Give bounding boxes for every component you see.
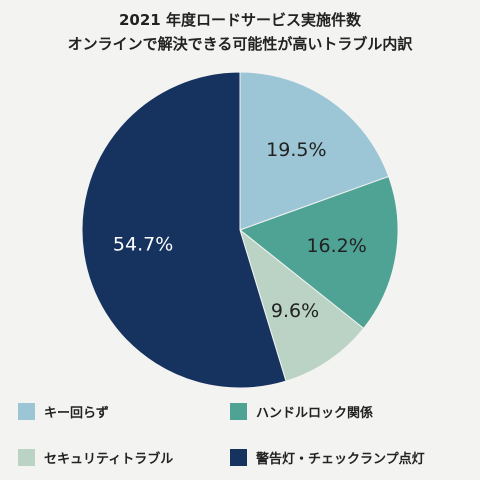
chart-title-line1: 2021 年度ロードサービス実施件数	[119, 11, 361, 29]
pie-slice-warning-light	[81, 71, 287, 389]
pie-slice-steering-lock	[238, 175, 399, 330]
pie-label-warning-light: 54.7%	[113, 233, 173, 255]
pie-label-key: 19.5%	[266, 139, 326, 161]
pie-slice-security	[239, 228, 365, 382]
chart-title-line2: オンラインで解決できる可能性が高いトラブル内訳	[67, 35, 413, 53]
pie-label-steering-lock: 16.2%	[306, 235, 366, 257]
pie-slice-key	[239, 71, 390, 231]
pie-label-security: 9.6%	[271, 300, 319, 322]
chart-title: 2021 年度ロードサービス実施件数 オンラインで解決できる可能性が高いトラブル…	[0, 8, 480, 56]
